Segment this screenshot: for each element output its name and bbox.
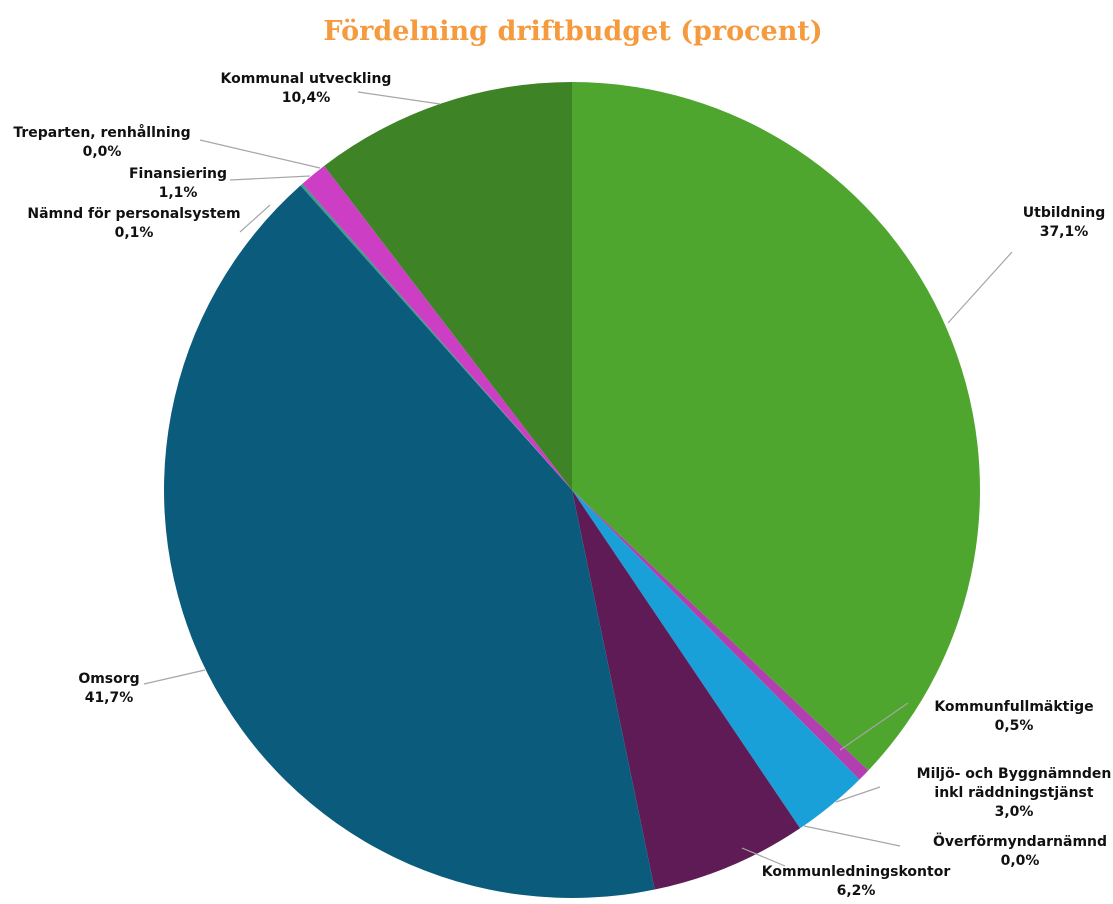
slice-name: Kommunal utveckling bbox=[221, 71, 392, 87]
slice-label-kommunal-utveckling: Kommunal utveckling 10,4% bbox=[221, 71, 392, 106]
leader-line-utbildning bbox=[947, 251, 1013, 324]
pie-slice-kommunal-utveckling bbox=[324, 82, 572, 490]
slice-label-finansiering: Finansiering 1,1% bbox=[129, 166, 227, 201]
leader-line-omsorg bbox=[143, 669, 206, 685]
pie-slice-kommunfullmäktige bbox=[572, 490, 869, 780]
pie-slice-kommunledningskontor bbox=[572, 490, 801, 890]
slice-name: inkl räddningstjänst bbox=[934, 785, 1093, 801]
leader-lines bbox=[143, 91, 1013, 867]
pie-slice-nämnd-för-personalsystem bbox=[300, 183, 572, 490]
slice-label-miljö-och-byggnämnden-inkl-räddningstjänst: Miljö- och Byggnämnden inkl räddningstjän… bbox=[917, 766, 1112, 820]
slice-value: 37,1% bbox=[1040, 224, 1089, 240]
slice-label-utbildning: Utbildning 37,1% bbox=[1023, 205, 1105, 240]
slice-label-kommunfullmäktige: Kommunfullmäktige 0,5% bbox=[934, 699, 1093, 734]
pie-slice-miljö-och-byggnämnden-inkl-räddningstjänst bbox=[572, 490, 860, 829]
slice-value: 6,2% bbox=[837, 883, 876, 899]
slice-value: 0,1% bbox=[115, 225, 154, 241]
slice-value: 0,0% bbox=[1001, 853, 1040, 869]
slice-label-treparten-renhållning: Treparten, renhållning 0,0% bbox=[13, 124, 190, 160]
chart-title: Fördelning driftbudget (procent) bbox=[323, 16, 822, 47]
slice-name: Treparten, renhållning bbox=[13, 124, 190, 141]
slice-labels: Utbildning 37,1% Kommunfullmäktige 0,5% Milj… bbox=[13, 71, 1111, 899]
pie-slice-finansiering bbox=[302, 165, 572, 490]
slice-name: Miljö- och Byggnämnden bbox=[917, 766, 1112, 782]
leader-line-kommunal-utveckling bbox=[357, 91, 441, 105]
slice-value: 41,7% bbox=[85, 690, 134, 706]
slice-label-nämnd-för-personalsystem: Nämnd för personalsystem 0,1% bbox=[27, 206, 240, 241]
slice-name: Finansiering bbox=[129, 166, 227, 182]
slice-label-omsorg: Omsorg 41,7% bbox=[78, 671, 139, 706]
leader-line-finansiering bbox=[229, 175, 311, 181]
pie-slice-utbildning bbox=[572, 82, 980, 771]
leader-line-nämnd-för-personalsystem bbox=[239, 204, 271, 233]
slice-label-kommunledningskontor: Kommunledningskontor 6,2% bbox=[762, 864, 951, 899]
leader-line-treparten-renhållning bbox=[199, 139, 321, 169]
slice-value: 0,5% bbox=[995, 718, 1034, 734]
pie-slice-omsorg bbox=[164, 185, 655, 899]
slice-value: 1,1% bbox=[159, 185, 198, 201]
pie-slices bbox=[164, 82, 980, 899]
leader-line-miljö-och-byggnämnden-inkl-räddningstjänst bbox=[835, 786, 881, 803]
slice-name: Överförmyndarnämnd bbox=[933, 832, 1107, 850]
slice-value: 10,4% bbox=[282, 90, 331, 106]
leader-line-överförmyndarnämnd bbox=[803, 825, 901, 847]
slice-value: 3,0% bbox=[995, 804, 1034, 820]
slice-name: Nämnd för personalsystem bbox=[27, 206, 240, 222]
slice-name: Kommunledningskontor bbox=[762, 864, 951, 880]
slice-label-överförmyndarnämnd: Överförmyndarnämnd 0,0% bbox=[933, 832, 1107, 869]
slice-name: Kommunfullmäktige bbox=[934, 699, 1093, 715]
slice-name: Utbildning bbox=[1023, 205, 1105, 221]
slice-name: Omsorg bbox=[78, 671, 139, 687]
leader-line-kommunledningskontor bbox=[741, 847, 786, 867]
leader-line-kommunfullmäktige bbox=[839, 702, 909, 751]
slice-value: 0,0% bbox=[83, 144, 122, 160]
